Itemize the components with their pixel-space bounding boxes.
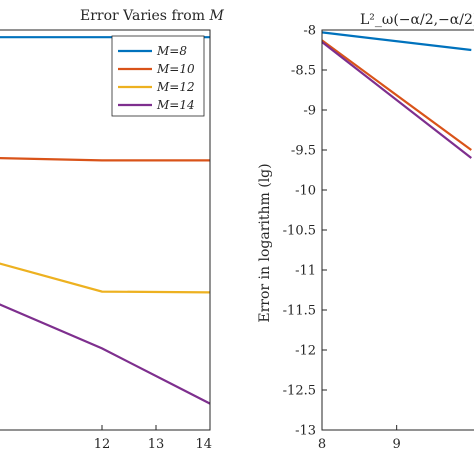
legend-label: M=8	[156, 44, 187, 58]
right-y-tick-label: -12	[295, 344, 316, 359]
right-series-lines	[321, 31, 472, 159]
right-axes-frame	[321, 29, 474, 431]
left-chart-panel: Error Varies from M 12 13 14 M=8M=10M=12M=…	[0, 8, 224, 452]
left-series-line-4	[0, 303, 211, 405]
right-series-line-3	[321, 41, 472, 159]
left-x-tick-label: 13	[148, 437, 165, 452]
right-chart-panel: L²_ω(−α/2,−α/2)(I; M 89 -8-8.5-9-9.5-10-…	[257, 12, 474, 452]
left-x-tick-label: 14	[195, 437, 212, 452]
left-title-text: Error Varies from	[80, 8, 209, 24]
right-x-tick-label: 8	[318, 437, 326, 452]
right-y-tick-label: -13	[295, 424, 316, 439]
right-series-line-2	[321, 39, 472, 151]
legend-box	[111, 35, 205, 117]
right-y-tick-label: -8.5	[291, 64, 316, 79]
right-chart-title: L²_ω(−α/2,−α/2)(I; M	[360, 12, 474, 28]
legend-label: M=14	[156, 98, 195, 112]
right-y-tick-label: -11	[295, 264, 316, 279]
right-y-tick-label: -9	[303, 104, 316, 119]
legend-items: M=8 M=10 M=12 M=14	[118, 44, 195, 112]
legend-label: M=12	[156, 80, 195, 94]
right-y-tick-label: -8	[303, 24, 316, 39]
right-x-tick-label: 9	[393, 437, 401, 452]
right-y-ticks: -8 -8.5 -9 -9.5 -10 -10.5 -11 -11.5 -12 -12.5 -13	[283, 24, 327, 439]
left-series-line-3	[0, 262, 211, 294]
right-y-tick-label: -10.5	[283, 224, 316, 239]
right-series-line-1	[321, 31, 472, 52]
left-series-line-2	[0, 157, 210, 162]
left-x-tick-label: 12	[94, 437, 111, 452]
left-axes-frame	[0, 29, 211, 431]
left-title-variable: M	[208, 8, 224, 24]
right-y-tick-label: -9.5	[291, 144, 316, 159]
right-y-axis-title: Error in logarithm (lg)	[257, 163, 273, 322]
right-y-tick-label: -11.5	[283, 304, 316, 319]
left-chart-title: Error Varies from M	[80, 8, 224, 24]
left-x-ticks: 12 13 14	[94, 425, 212, 452]
right-y-tick-label: -10	[295, 184, 316, 199]
right-y-tick-label: -12.5	[283, 384, 316, 399]
legend-label: M=10	[156, 62, 195, 76]
legend: M=8 M=10 M=12 M=14	[111, 35, 205, 117]
